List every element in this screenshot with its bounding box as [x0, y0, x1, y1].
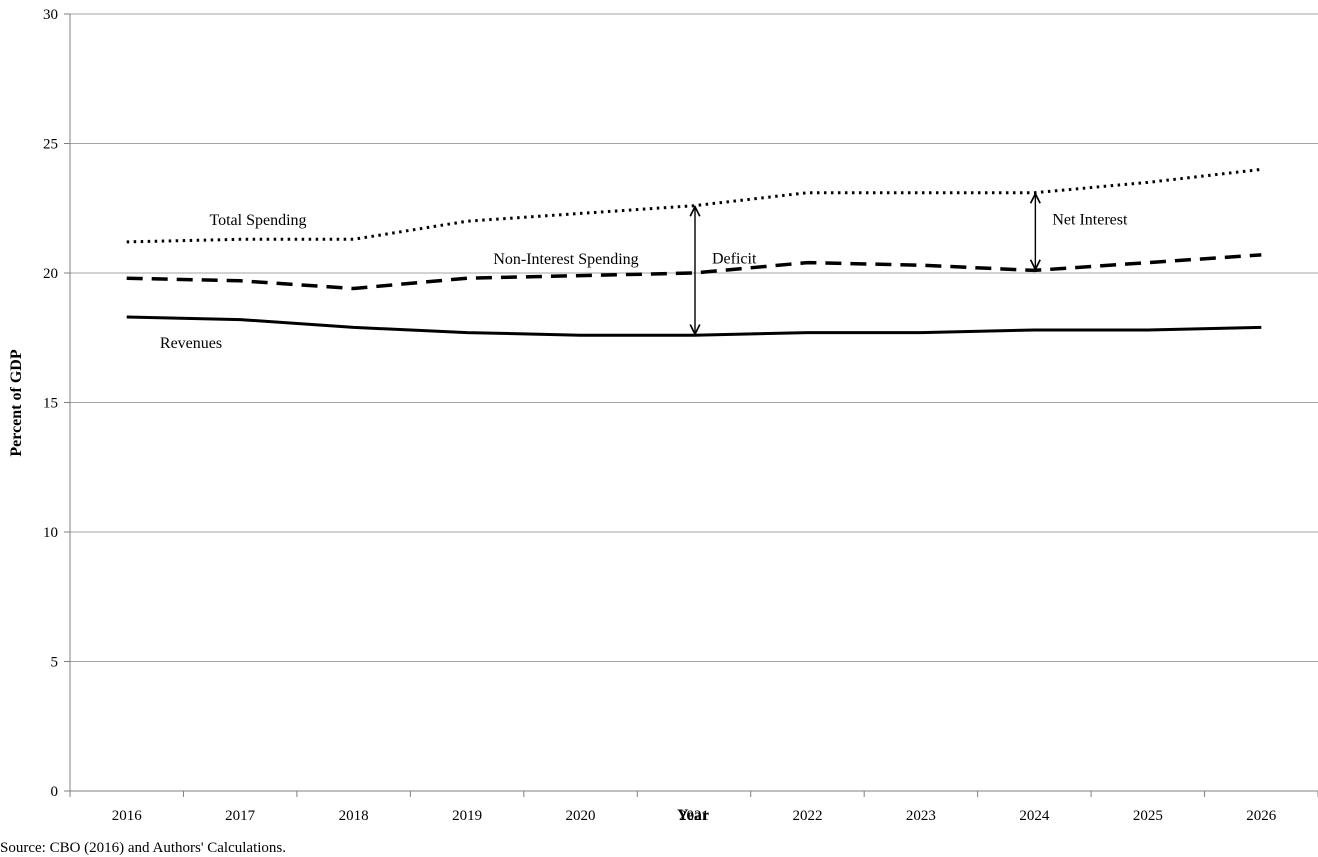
series-label-non-interest-spending: Non-Interest Spending [493, 251, 638, 268]
x-tick-label: 2017 [225, 808, 256, 824]
x-axis-title: Year [677, 807, 709, 824]
series-label-total-spending: Total Spending [209, 212, 306, 229]
x-tick-label: 2022 [792, 808, 822, 824]
y-tick-label: 5 [51, 655, 59, 671]
y-tick-label: 25 [43, 137, 58, 153]
x-tick-label: 2018 [339, 808, 369, 824]
y-tick-label: 15 [43, 396, 58, 412]
source-note: Source: CBO (2016) and Authors' Calculat… [0, 840, 287, 856]
x-tick-label: 2025 [1133, 808, 1163, 824]
x-tick-label: 2026 [1246, 808, 1277, 824]
x-tick-label: 2019 [452, 808, 482, 824]
x-tick-label: 2016 [112, 808, 143, 824]
y-tick-label: 0 [51, 784, 59, 800]
series-lines [126, 167, 1262, 337]
annotation-label-net-interest: Net Interest [1052, 212, 1128, 229]
x-tick-label: 2024 [1019, 808, 1050, 824]
x-tick-label: 2020 [566, 808, 596, 824]
x-tick-label: 2021 [679, 808, 709, 824]
series-line-revenues [126, 315, 1262, 337]
series-label-revenues: Revenues [160, 335, 222, 352]
y-axis-title: Percent of GDP [8, 349, 25, 456]
series-line-non-interest-spending [126, 253, 1262, 291]
y-tick-label: 10 [43, 525, 58, 541]
y-tick-label: 30 [43, 7, 58, 23]
axes [64, 13, 1318, 797]
series-line-total-spending [126, 167, 1262, 244]
annotations: Deficit Net Interest [695, 194, 1128, 334]
x-tick-labels: 2016 2017 2018 2019 2020 2021 2022 2023 2024 2025… [112, 808, 1277, 824]
y-tick-label: 20 [43, 266, 58, 282]
y-tick-labels: 0 5 10 15 20 25 30 [43, 7, 58, 800]
x-tick-label: 2023 [906, 808, 936, 824]
series-labels: Total Spending Non-Interest Spending Reven… [160, 212, 639, 352]
annotation-label-deficit: Deficit [712, 250, 757, 267]
gridlines [70, 13, 1318, 662]
